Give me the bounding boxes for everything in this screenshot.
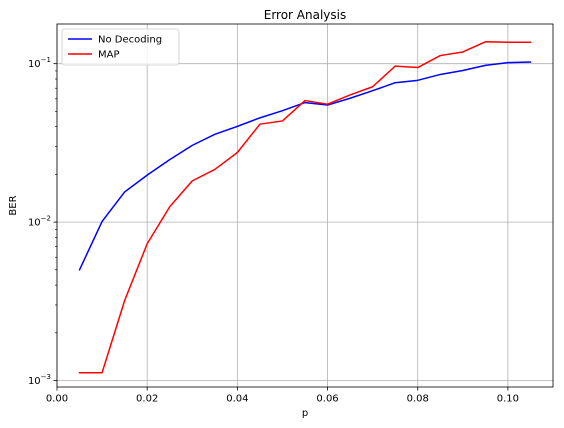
y-tick-label: 10−1 (28, 56, 51, 70)
legend-label: MAP (98, 50, 120, 61)
series-line (78, 41, 532, 374)
series-line (78, 61, 532, 271)
x-tick-label: 0.08 (407, 394, 429, 405)
legend-box (61, 28, 180, 66)
axis-ticks: 0.00 0.02 0.04 0.06 0.08 0.10 10−3 10−2 10−1 (28, 56, 519, 404)
x-tick-label: 0.06 (316, 394, 338, 405)
x-tick-label: 0.00 (46, 394, 68, 405)
x-axis-label: p (302, 408, 308, 419)
x-tick-label: 0.04 (226, 394, 248, 405)
x-tick-label: 0.02 (136, 394, 158, 405)
plot-lines (78, 41, 532, 374)
legend-label: No Decoding (98, 35, 162, 46)
plot-frame (56, 23, 554, 388)
chart-title: Error Analysis (264, 8, 347, 22)
legend: No Decoding MAP (61, 28, 180, 66)
x-tick-label: 0.10 (497, 394, 519, 405)
y-tick-label: 10−3 (28, 373, 51, 387)
y-tick-label: 10−2 (28, 215, 51, 229)
y-axis-label: BER (8, 195, 19, 215)
